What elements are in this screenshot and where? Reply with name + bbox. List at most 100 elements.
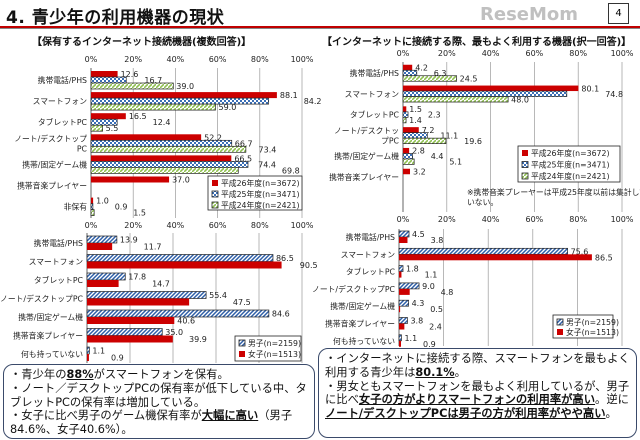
legend-label: 平成24年度(n=2421)	[221, 200, 300, 210]
category-label: 携帯電話/PHS	[38, 75, 87, 85]
bar	[399, 271, 402, 278]
legend-swatch	[521, 161, 529, 168]
bar	[91, 92, 277, 99]
category-label-line: 携帯/固定ゲーム機	[330, 301, 395, 311]
category-label: ノート/デスクトップPC	[0, 294, 83, 304]
chart-2: 0% 0% 20% 20% 40% 40% 60% 60% 80% 80% 100% 100% 携帯電話…	[329, 49, 640, 224]
category-label-line: 携帯電話/PHS	[38, 75, 87, 85]
bar	[90, 209, 95, 216]
bar	[398, 317, 408, 324]
category-label-line: スマートフォン	[29, 258, 84, 267]
tick-label: 60%	[209, 221, 227, 230]
summary-text: ・ノート／デスクトップPCの保有率が低下している中、タブレットPCの保有率は増加…	[10, 381, 307, 409]
bar	[86, 254, 274, 262]
data-label: 1.1	[425, 271, 438, 280]
data-label: 48.0	[511, 95, 529, 104]
category-label: 携帯/固定ゲーム機	[330, 301, 395, 311]
category-label-line: プPC	[381, 136, 399, 145]
category-label: 携帯/固定ゲーム機	[334, 151, 399, 161]
category-label: スマートフォン	[33, 97, 88, 106]
data-label: 1.8	[406, 265, 419, 274]
category-label: タブレットPC	[38, 117, 88, 127]
category-label-line: ノート/デスクトッ	[334, 125, 399, 135]
bar	[399, 323, 405, 330]
bar	[399, 306, 401, 313]
data-label: 52.2	[204, 133, 222, 142]
data-label: 4.3	[412, 299, 425, 308]
data-label: 73.4	[259, 145, 277, 154]
bar	[402, 96, 509, 103]
data-label: 16.7	[144, 76, 162, 85]
category-label: 携帯音楽プレイヤー	[13, 331, 83, 341]
bar	[90, 97, 270, 105]
bar	[403, 64, 413, 71]
category-label: 携帯/固定ゲーム機	[18, 312, 83, 322]
tick-label: 0%	[85, 221, 98, 230]
summary-text: ・インターネットに接続する際、スマートフォンを最もよく利用する青少年は	[325, 352, 630, 379]
data-label: 86.5	[595, 253, 613, 262]
title-underline-shadow	[0, 28, 640, 29]
category-label: 携帯/固定ゲーム機	[22, 159, 87, 169]
bar	[90, 145, 247, 153]
bar	[90, 103, 216, 111]
tick-label: 20%	[438, 49, 456, 58]
category-label-line: 何も持っていない	[21, 349, 83, 359]
data-label: 0.9	[111, 354, 124, 363]
bar	[398, 230, 410, 238]
summary-text: ・青少年の	[10, 368, 67, 381]
data-label: 90.5	[300, 261, 318, 270]
bar	[90, 161, 249, 168]
category-label: 何も持っていない	[333, 336, 395, 346]
data-label: 80.1	[581, 84, 599, 93]
legend-label: 平成25年度(n=3471)	[221, 189, 300, 199]
data-label: 0.9	[423, 340, 436, 349]
highlight-text: ノート/デスクトップPCは男子の方が利用率がやや高い	[325, 407, 606, 421]
bar	[87, 317, 175, 324]
data-label: 66.7	[235, 139, 253, 148]
data-label: 84.2	[304, 97, 322, 106]
bar	[402, 75, 458, 82]
bar	[91, 155, 232, 162]
data-label: 4.8	[441, 288, 454, 297]
bar	[90, 82, 174, 90]
category-label-line: 携帯音楽プレイヤー	[329, 172, 399, 182]
category-label: 携帯電話/PHS	[346, 232, 395, 242]
data-label: 37.0	[172, 176, 190, 185]
category-label: 何も持っていない	[21, 349, 83, 359]
bar	[402, 158, 415, 165]
highlight-text: 80.1%	[415, 365, 455, 379]
summary-bullet: ・インターネットに接続する際、スマートフォンを最もよく利用する青少年は80.1%…	[325, 352, 630, 380]
legend-swatch	[211, 190, 219, 198]
bar	[87, 243, 113, 250]
bar	[87, 335, 173, 343]
data-label: 1.0	[96, 197, 109, 206]
data-label: 40.6	[177, 317, 195, 326]
tick-label: 100%	[611, 215, 634, 224]
category-label-line: 携帯電話/PHS	[350, 68, 399, 78]
data-label: 1.4	[409, 116, 422, 125]
category-label-line: 携帯/固定ゲーム機	[334, 151, 399, 161]
legend-label: 女子(n=1513)	[248, 349, 301, 359]
bar	[91, 113, 126, 120]
bar	[87, 261, 282, 269]
bar	[86, 309, 270, 318]
legend-label: 平成26年度(n=3672)	[531, 148, 610, 158]
legend-label: 男子(n=2159)	[566, 318, 619, 327]
chart-title-most-used: 【インターネットに接続する際、最もよく利用する機器(択一回答)】	[322, 37, 632, 48]
summary-bullet: ・男女ともスマートフォンを最もよく利用しているが、男子に比べ女子の方がよりスマー…	[325, 380, 630, 421]
category-label: 携帯音楽プレイヤー	[17, 181, 87, 191]
page-number: 4	[608, 3, 629, 24]
data-label: 75.6	[571, 247, 589, 256]
summary-bullet: ・ノート／デスクトップPCの保有率が低下している中、タブレットPCの保有率は増加…	[10, 382, 308, 410]
data-label: 5.1	[449, 158, 462, 167]
bar	[399, 237, 408, 243]
legend-box	[207, 175, 303, 211]
bar	[402, 116, 407, 124]
summary-box-most-used: ・インターネットに接続する際、スマートフォンを最もよく利用する青少年は80.1%…	[318, 348, 637, 438]
tick-label: 100%	[291, 221, 314, 230]
tick-label: 100%	[611, 49, 634, 58]
category-label: 携帯音楽プレイヤー	[329, 172, 399, 182]
bar	[91, 197, 94, 204]
bar	[87, 354, 89, 361]
